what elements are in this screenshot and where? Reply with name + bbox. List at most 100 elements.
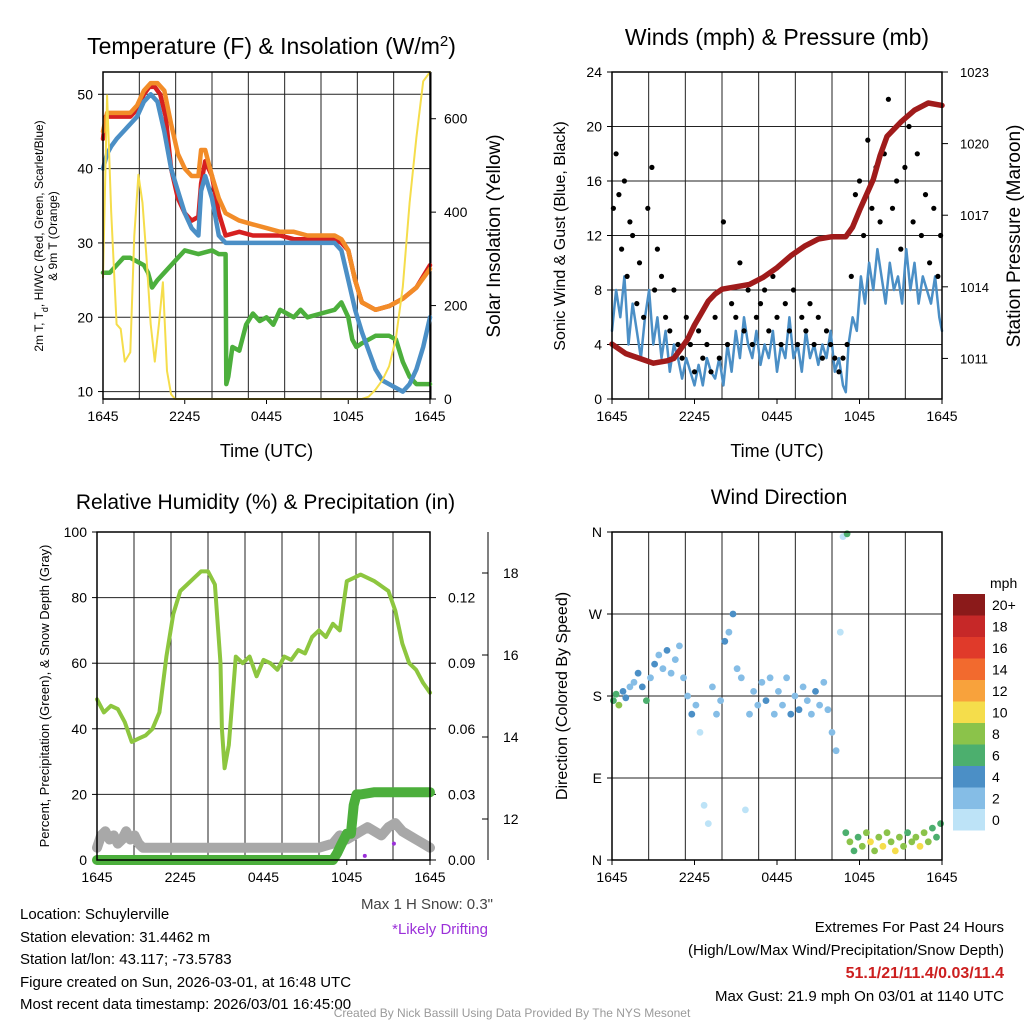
- colorbar-label: 8: [992, 726, 1000, 742]
- gust-point: [671, 287, 677, 293]
- pressure-ylabel: Station Pressure (Maroon): [1004, 125, 1024, 348]
- gust-point: [832, 355, 838, 361]
- direction-point: [754, 701, 762, 709]
- gust-point: [889, 205, 896, 211]
- direction-point: [842, 829, 850, 837]
- direction-point: [824, 706, 832, 714]
- snow-tick-label: 12: [503, 811, 519, 827]
- y2-tick-label: 200: [444, 298, 468, 314]
- gust-point: [922, 192, 929, 198]
- temperature-series-blue: [100, 92, 433, 394]
- precip-tick-label: 0.09: [448, 655, 475, 671]
- direction-point: [737, 674, 745, 682]
- humidity-line: [95, 569, 432, 771]
- gust-point: [918, 232, 925, 239]
- direction-point: [700, 801, 708, 809]
- direction-point: [779, 701, 786, 709]
- gust-point: [675, 341, 681, 348]
- gust-point: [737, 260, 743, 266]
- direction-point: [750, 688, 757, 695]
- direction-point: [854, 833, 862, 841]
- winds-ylabel: Sonic Wind & Gust (Blue, Black): [552, 121, 569, 350]
- x-tick-label: 1045: [331, 869, 362, 885]
- direction-point: [937, 820, 944, 827]
- y-tick-label: 20: [586, 119, 602, 135]
- gust-point: [844, 341, 850, 348]
- direction-point: [850, 847, 858, 855]
- direction-point: [770, 710, 778, 718]
- direction-point: [875, 833, 883, 841]
- direction-point: [916, 842, 924, 850]
- y-tick-label: E: [593, 770, 602, 786]
- colorbar-label: 10: [992, 705, 1008, 721]
- extremes-values: 51.1/21/11.4/0.03/11.4: [845, 965, 1004, 982]
- y-tick-label: 100: [64, 524, 88, 540]
- gust-point: [770, 273, 776, 279]
- direction-point: [808, 710, 815, 718]
- direction-point: [651, 660, 658, 668]
- y2-tick-label: 0: [444, 391, 452, 407]
- direction-point: [663, 647, 671, 654]
- y-tick-label: 8: [594, 282, 602, 298]
- gust-point: [636, 260, 643, 266]
- latlon-text: Station lat/lon: 43.117; -73.5783: [20, 951, 232, 968]
- y2-tick-label: 1011: [960, 351, 988, 366]
- direction-point: [883, 829, 891, 837]
- direction-point: [638, 683, 646, 691]
- y-tick-label: 20: [71, 786, 87, 802]
- colorbar-swatch: [953, 809, 985, 831]
- gust-point: [836, 369, 842, 375]
- gust-point: [619, 246, 625, 252]
- gust-point: [696, 328, 702, 334]
- credit-text: Created By Nick Bassill Using Data Provi…: [333, 1006, 691, 1020]
- direction-point: [775, 688, 782, 695]
- direction-point: [820, 678, 828, 686]
- extremes-info: Extremes For Past 24 Hours (High/Low/Max…: [688, 916, 1004, 1008]
- direction-point: [900, 842, 907, 850]
- temperature-title: Temperature (F) & Insolation (W/m2): [87, 33, 456, 60]
- direction-point: [630, 678, 638, 686]
- direction-point: [803, 697, 811, 704]
- gust-point: [782, 301, 788, 307]
- gust-point: [667, 328, 673, 334]
- y2-tick-label: 600: [444, 111, 468, 127]
- gust-point: [630, 232, 636, 239]
- direction-point: [643, 697, 650, 704]
- direction-point: [692, 701, 700, 709]
- gust-point: [865, 137, 871, 143]
- gust-point: [634, 301, 640, 307]
- gust-point: [869, 205, 875, 211]
- x-tick-label: 1645: [87, 408, 118, 424]
- drift-marker: [391, 841, 396, 846]
- gust-point: [762, 287, 768, 293]
- direction-point: [832, 747, 840, 755]
- direction-point: [795, 706, 803, 714]
- direction-point: [887, 838, 895, 846]
- y2-tick-label: 1023: [960, 65, 989, 80]
- gust-point: [627, 219, 633, 225]
- temperature-xlabel: Time (UTC): [220, 441, 313, 461]
- y-tick-label: 80: [71, 590, 87, 606]
- humidity-title: Relative Humidity (%) & Precipitation (i…: [76, 491, 455, 514]
- direction-point: [783, 674, 790, 682]
- direction-point: [828, 729, 836, 736]
- direction-point: [680, 674, 687, 682]
- gust-point: [708, 369, 714, 375]
- direction-point: [622, 694, 630, 702]
- direction-point: [612, 690, 620, 698]
- gust-point: [663, 314, 669, 320]
- x-tick-label: 1645: [926, 869, 957, 885]
- precip-tick-label: 0.00: [448, 852, 475, 868]
- y-tick-label: 50: [77, 86, 93, 102]
- direction-point: [615, 701, 623, 709]
- x-tick-label: 0445: [251, 408, 282, 424]
- extremes-title: Extremes For Past 24 Hours: [814, 919, 1004, 936]
- direction-point: [908, 838, 916, 846]
- direction-point: [746, 710, 753, 718]
- insolation-ylabel: Solar Insolation (Yellow): [484, 134, 505, 337]
- gust-point: [624, 273, 630, 279]
- direction-point: [647, 674, 654, 682]
- temperature-ylabel: 2m T, Td, HI/WC (Red, Green, Scarlet/Blu…: [32, 120, 50, 351]
- direction-point: [929, 824, 936, 832]
- colorbar-swatch: [953, 766, 985, 788]
